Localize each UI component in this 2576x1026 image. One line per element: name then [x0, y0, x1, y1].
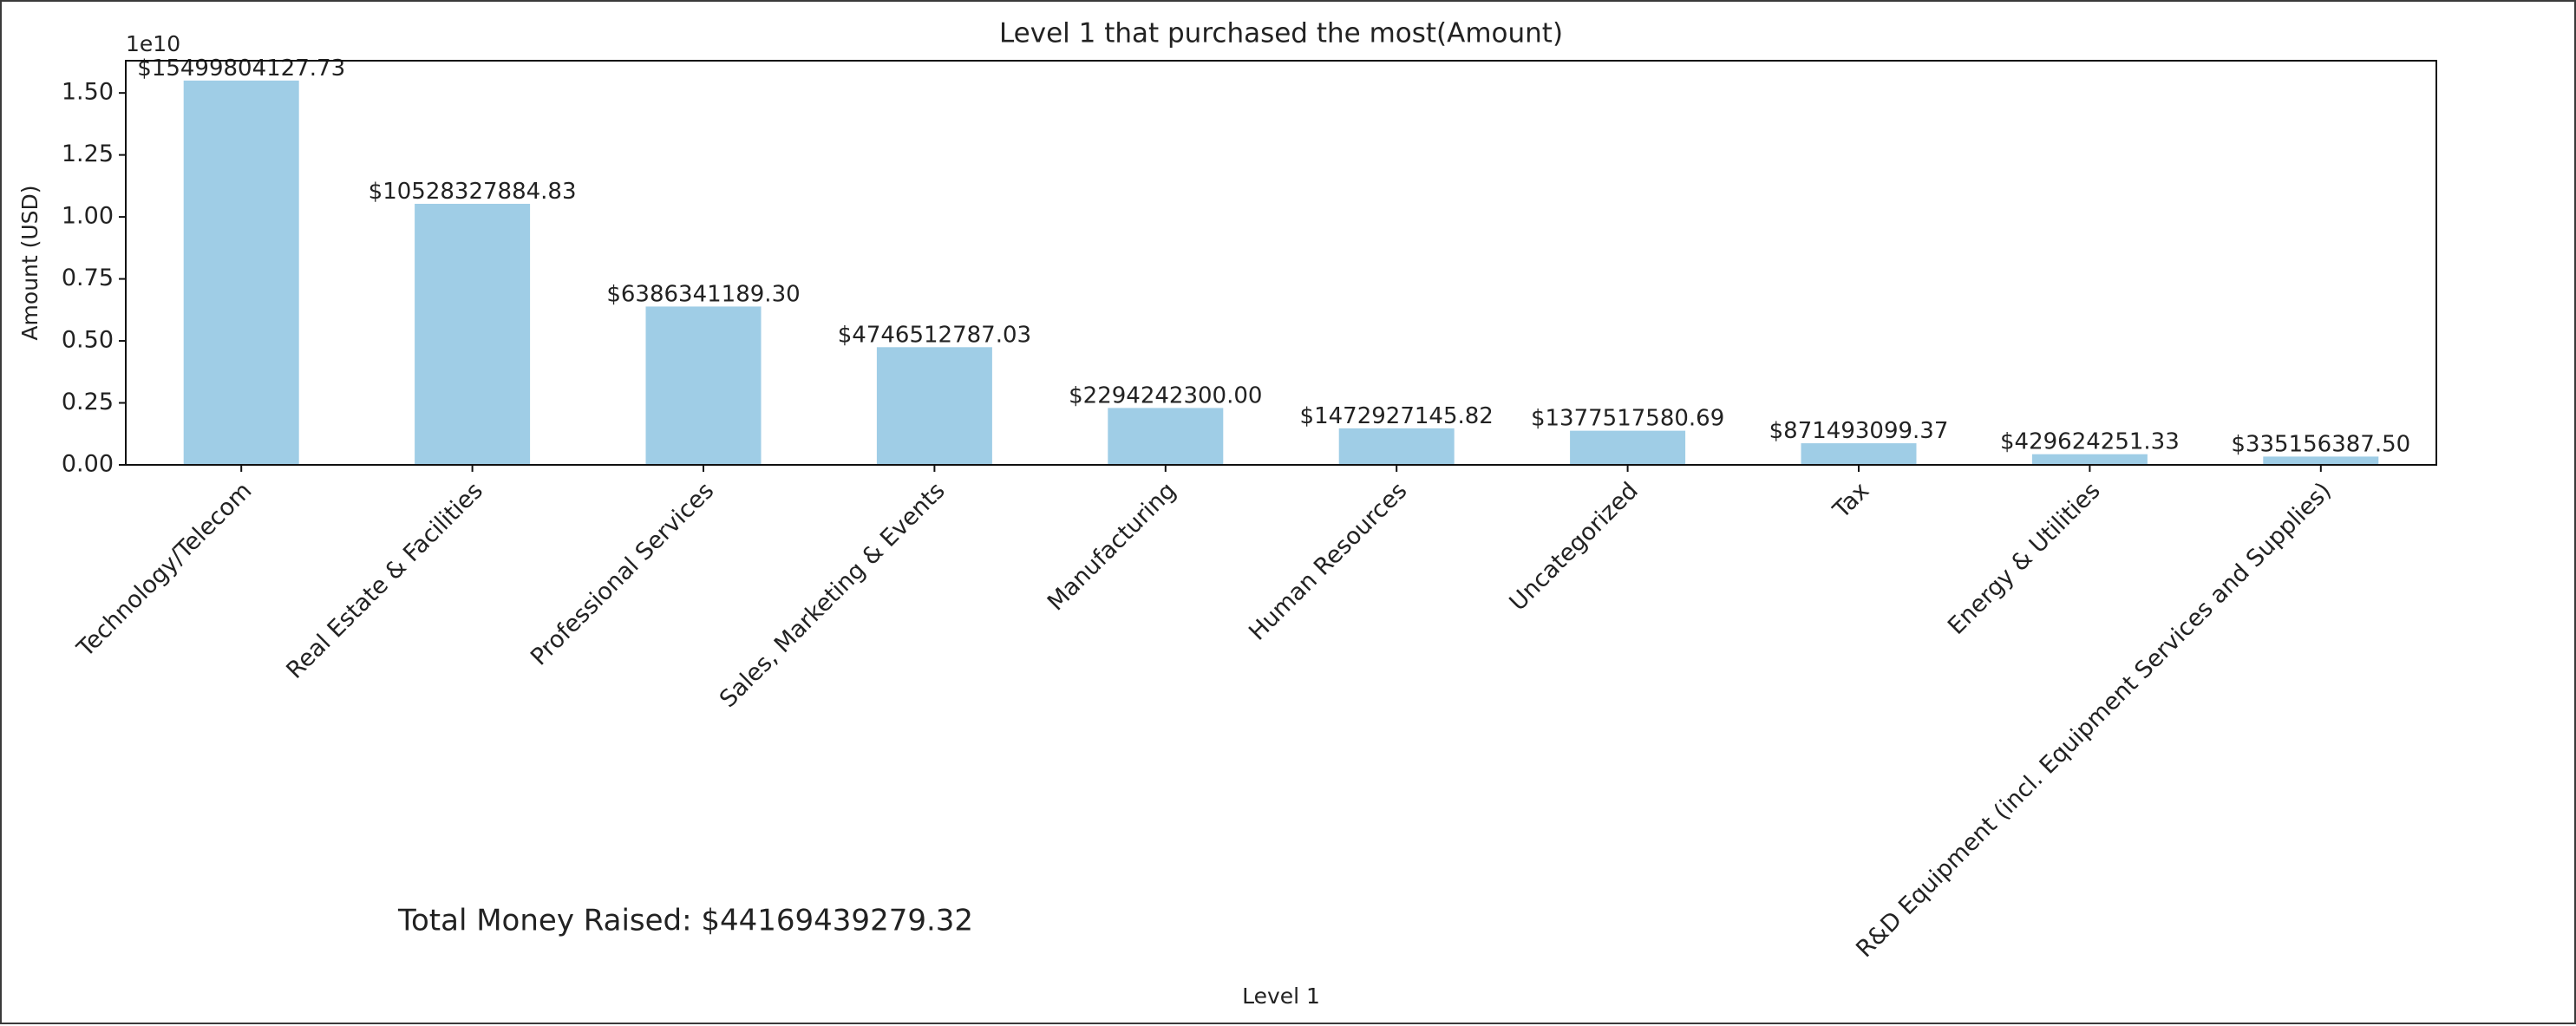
bar-9	[2263, 456, 2379, 465]
x-tick-label-0: Technology/Telecom	[71, 477, 257, 663]
bar-value-label-4: $2294242300.00	[1069, 382, 1262, 408]
total-money-raised-note: Total Money Raised: $44169439279.32	[397, 904, 973, 938]
y-tick-label-5: 1.25	[62, 141, 114, 167]
x-tick-label-8: Energy & Utilities	[1943, 477, 2106, 640]
x-axis-label: Level 1	[1242, 984, 1320, 1009]
y-tick-label-3: 0.75	[62, 265, 114, 291]
bar-value-label-1: $10528327884.83	[369, 179, 577, 205]
y-axis-offset-text: 1e10	[126, 31, 180, 56]
x-tick-label-4: Manufacturing	[1043, 477, 1181, 616]
bar-value-label-5: $1472927145.82	[1300, 403, 1494, 429]
bar-1	[415, 204, 531, 465]
bar-0	[183, 80, 299, 465]
bar-6	[1570, 430, 1686, 465]
x-tick-label-9: R&D Equipment (incl. Equipment Services …	[1851, 477, 2337, 963]
y-tick-label-1: 0.25	[62, 389, 114, 415]
y-tick-label-2: 0.50	[62, 327, 114, 354]
bar-value-label-9: $335156387.50	[2231, 431, 2410, 457]
x-tick-label-1: Real Estate & Facilities	[281, 477, 487, 683]
y-tick-label-4: 1.00	[62, 203, 114, 230]
bar-value-label-8: $429624251.33	[2000, 429, 2180, 455]
chart-title: Level 1 that purchased the most(Amount)	[999, 18, 1563, 49]
bar-value-label-3: $4746512787.03	[838, 322, 1031, 348]
bar-7	[1801, 443, 1917, 465]
bar-value-label-0: $15499804127.73	[137, 56, 345, 82]
y-tick-label-0: 0.00	[62, 451, 114, 478]
x-tick-label-7: Tax	[1827, 477, 1874, 524]
bar-value-label-2: $6386341189.30	[606, 281, 800, 307]
x-tick-label-5: Human Resources	[1244, 477, 1412, 645]
y-axis-ticks: 0.00 0.25 0.50 0.75 1.00 1.25 1.50	[62, 79, 126, 478]
y-tick-label-6: 1.50	[62, 79, 114, 106]
bar-5	[1338, 428, 1455, 465]
bar-value-label-6: $1377517580.69	[1531, 406, 1724, 432]
plot-area-frame	[125, 60, 2437, 466]
y-axis-label: Amount (USD)	[17, 185, 42, 340]
x-tick-label-2: Professional Services	[526, 477, 719, 670]
bar-8	[2031, 454, 2148, 465]
bar-value-label-7: $871493099.37	[1769, 418, 1949, 444]
x-tick-label-6: Uncategorized	[1505, 477, 1644, 616]
x-axis-ticks: Technology/Telecom Real Estate & Faciliti…	[71, 465, 2337, 963]
bar-2	[645, 306, 762, 465]
bar-4	[1108, 408, 1224, 465]
bar-3	[876, 347, 992, 465]
x-tick-label-3: Sales, Marketing & Events	[715, 477, 951, 713]
data-labels-layer: $15499804127.73 $10528327884.83 $638634118…	[137, 56, 2410, 458]
bars-layer	[183, 80, 2379, 465]
